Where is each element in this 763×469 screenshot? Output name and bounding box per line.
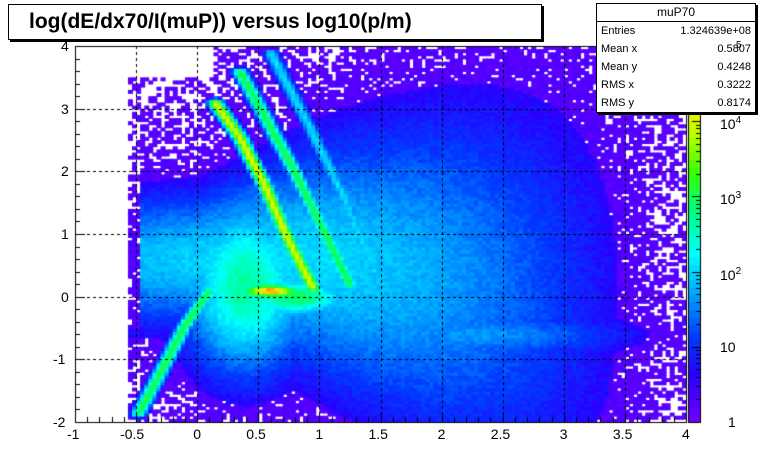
x-tick-label: 2 xyxy=(437,426,446,442)
colorbar-tick-exponent: 4 xyxy=(735,115,742,127)
stats-label: Mean x xyxy=(601,43,638,55)
stats-value: 1.324639e+08 xyxy=(680,25,751,37)
stats-label: Entries xyxy=(601,25,636,37)
stats-row: Mean x 0.5807 xyxy=(597,40,755,58)
stats-label: RMS y xyxy=(601,97,634,109)
colorbar-tick-label: 104 xyxy=(720,114,741,131)
colorbar-tick-base: 1 xyxy=(728,414,736,430)
colorbar-tick-label: 5 xyxy=(736,39,742,56)
colorbar-tick-base: 10 xyxy=(720,116,736,133)
stats-row: Mean y 0.4248 xyxy=(597,58,755,76)
stats-row: Entries 1.324639e+08 xyxy=(597,22,755,40)
colorbar-tick-label: 102 xyxy=(720,265,741,282)
stats-row: RMS x 0.3222 xyxy=(597,76,755,94)
stats-rows: Entries 1.324639e+08 Mean x 0.5807 Mean y 0.4… xyxy=(597,22,755,112)
x-tick-label: 3.5 xyxy=(612,426,633,442)
x-tick-label: 0 xyxy=(193,426,201,442)
colorbar-tick-label: 103 xyxy=(720,189,741,206)
colorbar-tick-exponent: 3 xyxy=(735,190,742,202)
stats-title: muP70 xyxy=(597,4,755,22)
x-tick-label: -1 xyxy=(67,426,80,442)
colorbar-tick-base: 10 xyxy=(720,191,736,208)
y-tick-label: 3 xyxy=(61,100,69,117)
y-tick-label: -1 xyxy=(53,351,66,368)
stats-label: RMS x xyxy=(601,79,634,91)
stats-value: 0.4248 xyxy=(717,61,751,73)
stats-value: 0.8174 xyxy=(717,97,751,109)
x-tick-label: -0.5 xyxy=(120,426,145,442)
colorbar-tick-exponent: 5 xyxy=(736,40,742,51)
x-tick-label: 1.5 xyxy=(368,426,388,442)
y-tick-label: -2 xyxy=(53,414,66,430)
colorbar-tick-label: 10 xyxy=(720,340,736,354)
plot-title-text: log(dE/dx70/I(muP)) versus log10(p/m) xyxy=(29,10,412,33)
plot-title: log(dE/dx70/I(muP)) versus log10(p/m) xyxy=(8,4,542,40)
y-tick-label: 2 xyxy=(61,163,69,180)
x-tick-label: 1 xyxy=(315,426,324,442)
stats-label: Mean y xyxy=(601,61,638,73)
colorbar-tick-exponent: 2 xyxy=(735,265,742,277)
stats-value: 0.3222 xyxy=(717,79,751,91)
x-tick-label: 4 xyxy=(682,426,690,442)
x-tick-label: 2.5 xyxy=(490,426,511,442)
x-tick-label: 0.5 xyxy=(246,426,266,442)
stats-box: muP70 Entries 1.324639e+08 Mean x 0.5807 Mea… xyxy=(596,3,756,113)
stats-value: 0.5807 xyxy=(717,43,751,55)
stats-row: RMS y 0.8174 xyxy=(597,94,755,112)
colorbar-tick-label: 1 xyxy=(728,415,736,429)
y-tick-label: 0 xyxy=(61,288,69,305)
colorbar-tick-base: 10 xyxy=(720,266,736,283)
y-tick-label: 4 xyxy=(61,38,69,54)
y-tick-label: 1 xyxy=(61,226,69,242)
colorbar-tick-base: 10 xyxy=(720,338,736,355)
x-tick-label: 3 xyxy=(559,426,568,442)
